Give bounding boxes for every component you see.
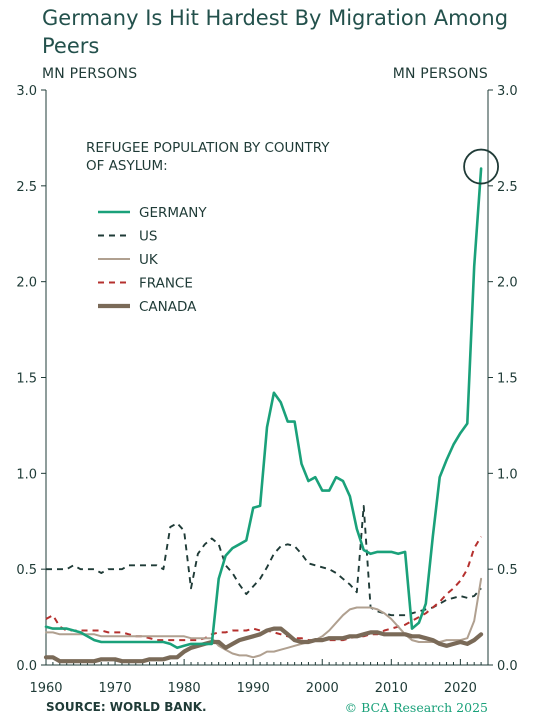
- chart-annotations: [463, 148, 499, 185]
- y-axis-unit-left: MN PERSONS: [42, 66, 138, 82]
- x-tick-label: 1960: [29, 681, 62, 696]
- y-tick-label-left: 1.0: [16, 467, 37, 482]
- y-tick-label-left: 1.5: [16, 372, 37, 387]
- series-line-canada: [43, 626, 484, 664]
- chart-axes: 0.0 0.0 0.5 0.5 1.0 1.0 1.5 1.5 2.0 2.0 2.5 2.5 3.0 3…: [16, 84, 517, 696]
- series-line-us: [46, 504, 482, 617]
- y-tick-label-right: 0.5: [497, 563, 518, 578]
- legend-title-line-2: OF ASYLUM:: [86, 158, 168, 174]
- x-tick-label: 1980: [168, 681, 201, 696]
- y-tick-label-left: 2.0: [16, 276, 37, 291]
- series-line-france: [45, 536, 482, 642]
- legend-label-france: FRANCE: [139, 276, 193, 292]
- y-tick-label-right: 2.5: [497, 180, 518, 195]
- chart-title: Germany Is Hit Hardest By Migration Amon…: [42, 6, 509, 58]
- x-tick-label: 2010: [375, 681, 408, 696]
- chart-series: [43, 167, 484, 664]
- legend-label-germany: GERMANY: [139, 205, 207, 221]
- legend-title-line-1: REFUGEE POPULATION BY COUNTRY: [86, 140, 330, 156]
- y-tick-label-right: 3.0: [497, 84, 518, 99]
- legend-label-canada: CANADA: [139, 299, 197, 315]
- x-tick-label: 2020: [444, 681, 477, 696]
- chart-legend: REFUGEE POPULATION BY COUNTRY OF ASYLUM: G…: [86, 140, 330, 315]
- credit-note: © BCA Research 2025: [344, 700, 488, 715]
- x-tick-label: 1990: [237, 681, 270, 696]
- y-tick-label-right: 0.0: [497, 659, 518, 674]
- y-tick-label-left: 0.0: [16, 659, 37, 674]
- x-tick-label: 2000: [306, 681, 339, 696]
- y-tick-label-left: 2.5: [16, 180, 37, 195]
- x-tick-label: 1970: [99, 681, 132, 696]
- y-tick-label-left: 3.0: [16, 84, 37, 99]
- legend-label-uk: UK: [139, 252, 159, 268]
- highlight-circle: [463, 148, 499, 185]
- legend-label-us: US: [139, 229, 157, 245]
- y-tick-label-right: 2.0: [497, 276, 518, 291]
- y-axis-unit-right: MN PERSONS: [392, 66, 488, 82]
- series-line-germany: [44, 167, 483, 650]
- y-tick-label-left: 0.5: [16, 563, 37, 578]
- source-note: SOURCE: WORLD BANK.: [46, 700, 207, 714]
- y-tick-label-right: 1.5: [497, 372, 518, 387]
- y-tick-label-right: 1.0: [497, 467, 518, 482]
